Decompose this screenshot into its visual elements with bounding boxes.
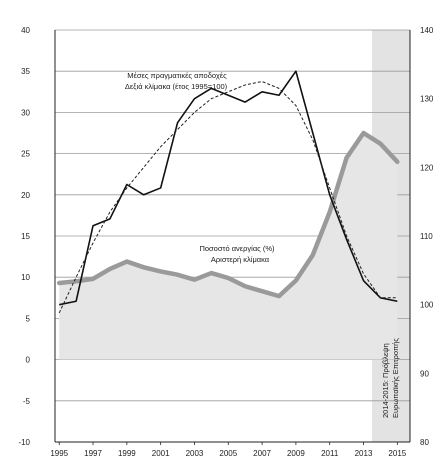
unemployment-area bbox=[59, 133, 398, 360]
x-tick-label: 1999 bbox=[118, 449, 136, 458]
forecast-annotation-line2: Ευρωπαϊκής Επιτροπής bbox=[391, 338, 400, 418]
x-tick-label: 1995 bbox=[50, 449, 68, 458]
forecast-annotation-line1: 2014-2015: Πρόβλεψη bbox=[381, 343, 390, 418]
right-tick-label: 110 bbox=[420, 232, 433, 241]
x-tick-label: 1997 bbox=[84, 449, 102, 458]
right-tick-label: 130 bbox=[420, 95, 434, 104]
x-tick-label: 2003 bbox=[186, 449, 204, 458]
x-tick-label: 2013 bbox=[355, 449, 373, 458]
left-tick-label: -5 bbox=[23, 397, 31, 406]
wages-annotation-line2: Δεξιά κλίμακα (έτος 1995=100) bbox=[125, 82, 228, 91]
unemployment-annotation-line2: Αριστερή κλίμακα bbox=[211, 255, 270, 264]
left-tick-label: 35 bbox=[21, 67, 30, 76]
unemployment-annotation-line1: Ποσοστό ανεργίας (%) bbox=[199, 244, 275, 253]
left-tick-label: 5 bbox=[26, 314, 31, 323]
unemployment-line bbox=[56, 130, 400, 299]
wages-trend-line bbox=[58, 81, 398, 314]
right-tick-label: 80 bbox=[420, 438, 429, 447]
x-tick-label: 2001 bbox=[152, 449, 170, 458]
x-tick-label: 2009 bbox=[287, 449, 305, 458]
x-tick-label: 2005 bbox=[219, 449, 237, 458]
left-tick-label: 30 bbox=[21, 108, 30, 117]
left-tick-label: 25 bbox=[21, 150, 30, 159]
x-tick-label: 2007 bbox=[253, 449, 271, 458]
right-tick-label: 90 bbox=[420, 369, 429, 378]
right-tick-label: 100 bbox=[420, 301, 434, 310]
left-tick-label: 20 bbox=[21, 191, 30, 200]
left-tick-label: 0 bbox=[26, 356, 31, 365]
wages-annotation-line1: Μέσες πραγματικές αποδοχές bbox=[127, 71, 227, 80]
left-tick-label: 40 bbox=[21, 26, 30, 35]
left-tick-label: -10 bbox=[18, 438, 30, 447]
right-tick-label: 140 bbox=[420, 26, 434, 35]
left-tick-label: 10 bbox=[21, 273, 30, 282]
right-tick-label: 120 bbox=[420, 163, 434, 172]
x-tick-label: 2015 bbox=[388, 449, 406, 458]
left-tick-label: 15 bbox=[21, 232, 30, 241]
wages-line bbox=[59, 70, 398, 306]
x-tick-label: 2011 bbox=[321, 449, 339, 458]
